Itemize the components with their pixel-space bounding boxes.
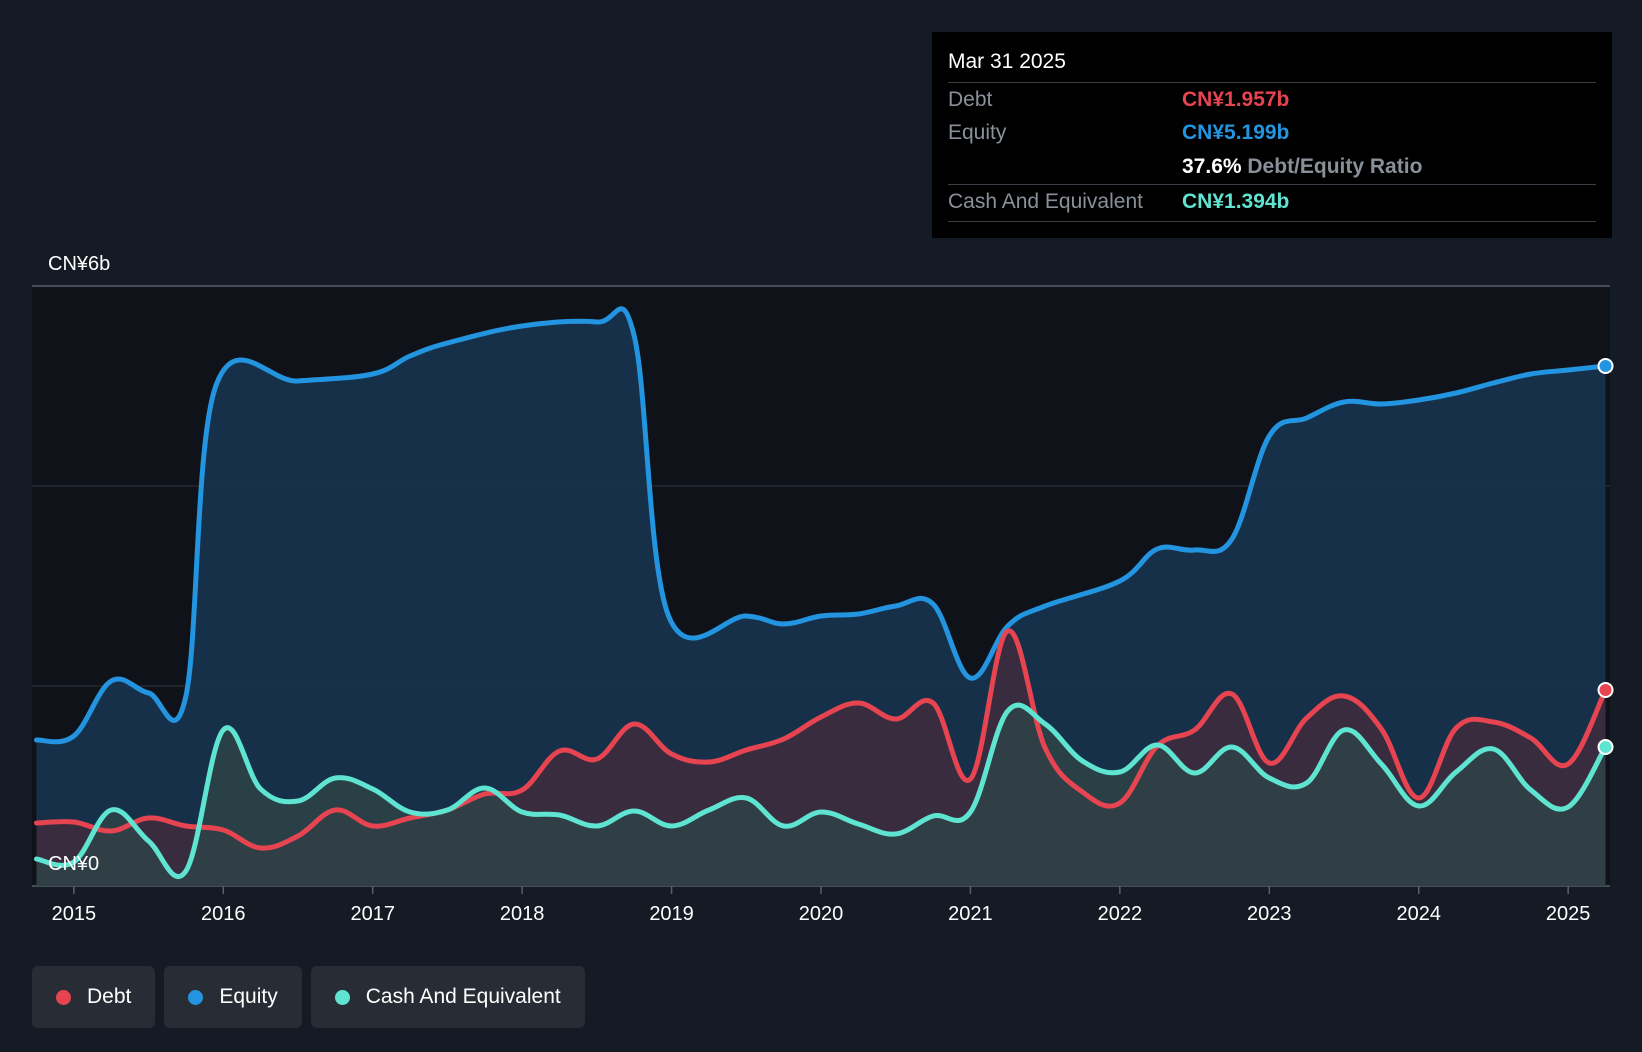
- cash-and-equivalent-line: [33, 702, 1609, 879]
- tooltip-equity-label: Equity: [948, 121, 1007, 144]
- debt-line: [33, 628, 1609, 851]
- x-tick-label: 2025: [1546, 903, 1591, 925]
- tooltip-debt-value: CN¥1.957b: [1182, 88, 1290, 111]
- x-tick-label: 2021: [948, 903, 993, 925]
- x-tick-label: 2016: [201, 903, 246, 925]
- tooltip-cash-label: Cash And Equivalent: [948, 190, 1143, 213]
- y-label-top: CN¥6b: [48, 253, 110, 275]
- legend-equity-dot-icon: [188, 989, 204, 1005]
- tooltip-ratio-value: 37.6%: [1182, 155, 1242, 178]
- x-tick-label: 2018: [500, 903, 545, 925]
- legend-item-cash[interactable]: Cash And Equivalent: [310, 966, 585, 1028]
- equity-line: [33, 306, 1609, 745]
- x-tick-label: 2023: [1247, 903, 1292, 925]
- tooltip-debt-label: Debt: [948, 88, 993, 111]
- cash-and-equivalent-area: [36, 705, 1606, 886]
- tooltip-row-ratio: 37.6% Debt/Equity Ratio: [948, 150, 1596, 184]
- x-tick-label: 2015: [52, 903, 97, 925]
- legend-item-debt[interactable]: Debt: [32, 966, 156, 1028]
- cash-and-equivalent-end-marker: [1597, 739, 1614, 755]
- legend-debt-dot-icon: [56, 989, 71, 1005]
- x-tick-label: 2019: [649, 903, 694, 925]
- tooltip-row-equity: Equity CN¥5.199b: [948, 116, 1596, 150]
- x-tick-label: 2024: [1396, 903, 1441, 925]
- legend-debt-label: Debt: [87, 985, 132, 1008]
- equity-end-marker: [1597, 358, 1614, 374]
- tooltip-cash-value: CN¥1.394b: [1182, 190, 1290, 213]
- series-lines: [33, 306, 1609, 879]
- tooltip-row-cash: Cash And Equivalent CN¥1.394b: [948, 184, 1596, 222]
- x-tick-label: 2020: [799, 903, 844, 925]
- tooltip-row-debt: Debt CN¥1.957b: [948, 82, 1596, 117]
- tooltip-date: Mar 31 2025: [948, 50, 1066, 73]
- tooltip-ratio-label: Debt/Equity Ratio: [1247, 155, 1423, 178]
- legend-cash-dot-icon: [334, 989, 350, 1005]
- debt-end-marker: [1597, 682, 1614, 698]
- legend-cash-label: Cash And Equivalent: [365, 985, 561, 1008]
- x-tick-label: 2022: [1098, 903, 1143, 925]
- legend-item-equity[interactable]: Equity: [164, 966, 302, 1028]
- tooltip-ratio: 37.6% Debt/Equity Ratio: [1182, 155, 1422, 179]
- end-markers: [1597, 358, 1614, 755]
- y-label-bottom: CN¥0: [48, 853, 99, 875]
- tooltip-equity-value: CN¥5.199b: [1182, 121, 1290, 144]
- legend: Debt Equity Cash And Equivalent: [32, 966, 594, 1028]
- x-tick-label: 2017: [350, 903, 395, 925]
- legend-equity-label: Equity: [219, 985, 278, 1008]
- x-axis-ticks: 2015 2016 2017 2018 2019 2020 2021 2022 2023 2024…: [52, 886, 1591, 925]
- tooltip-panel: Mar 31 2025 Debt CN¥1.957b Equity CN¥5.1…: [932, 32, 1612, 238]
- series-areas: [36, 308, 1606, 886]
